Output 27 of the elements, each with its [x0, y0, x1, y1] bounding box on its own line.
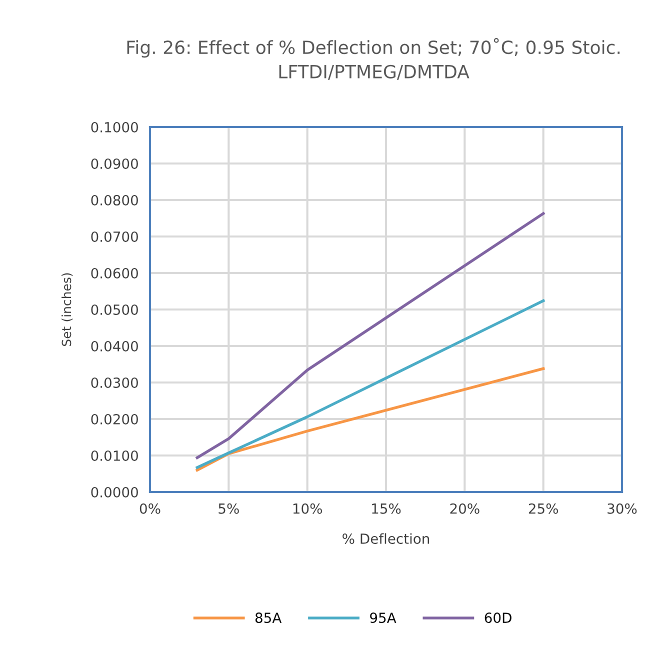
y-tick-label: 0.0400	[91, 340, 138, 352]
x-tick-label: 10%	[293, 503, 322, 514]
y-tick-label: 0.0600	[91, 268, 138, 278]
line-series	[196, 299, 545, 469]
y-tick-label: 0.0000	[91, 486, 138, 498]
y-tick-label: 0.0900	[91, 158, 138, 169]
y-tick-label: 0.0500	[91, 304, 138, 315]
y-tick-label: 0.0700	[91, 231, 138, 242]
y-tick-label: 0.0200	[91, 414, 138, 424]
chart-title: Fig. 26: Effect of % Deflection on Set; 70˚C; 0.95 Stoic. LFTDI/PTMEG/DMTDA	[127, 38, 620, 80]
y-tick-label: 0.0800	[91, 194, 138, 206]
legend-label: 85A	[255, 612, 282, 624]
x-tick-label: 15%	[372, 503, 401, 514]
x-tick-label: 0%	[140, 503, 160, 514]
y-tick-label: 0.0300	[91, 377, 138, 388]
y-axis-title: Set (inches)	[62, 273, 73, 346]
y-tick-label: 0.0100	[91, 450, 138, 461]
x-tick-label: 25%	[528, 503, 558, 514]
x-axis-title: % Deflection	[342, 533, 430, 544]
legend-label: 95A	[370, 612, 396, 624]
line-series	[196, 212, 545, 460]
x-tick-label: 20%	[450, 503, 480, 514]
y-tick-label: 0.1000	[91, 122, 138, 132]
x-tick-label: 5%	[218, 503, 239, 514]
x-tick-label: 30%	[608, 503, 637, 514]
line-series	[196, 367, 545, 472]
legend-label: 60D	[484, 612, 512, 624]
